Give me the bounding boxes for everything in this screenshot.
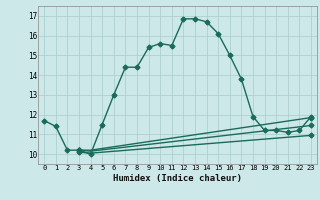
- X-axis label: Humidex (Indice chaleur): Humidex (Indice chaleur): [113, 174, 242, 183]
